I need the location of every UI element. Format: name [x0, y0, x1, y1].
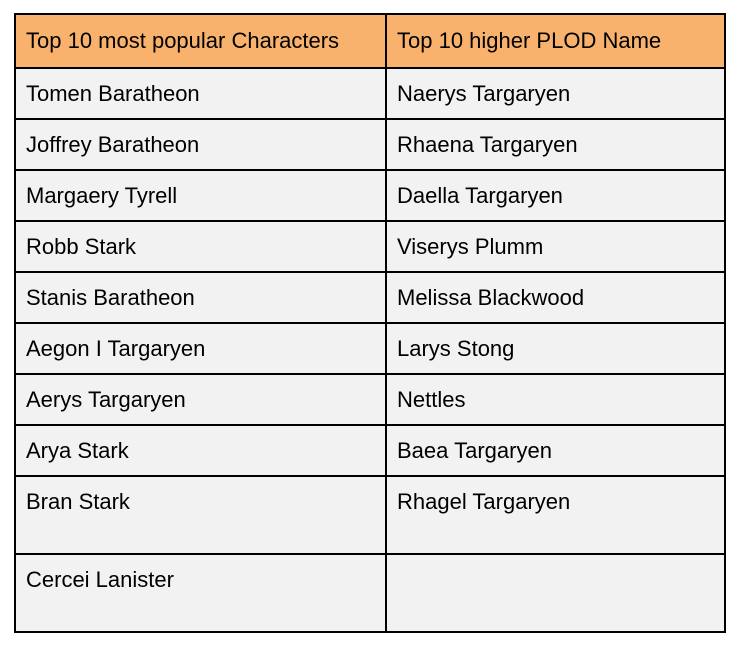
plod-name-cell: Larys Stong: [385, 322, 726, 375]
popular-character-cell: Robb Stark: [14, 220, 387, 273]
table-row: Margaery Tyrell Daella Targaryen: [14, 169, 726, 222]
plod-name-cell: Daella Targaryen: [385, 169, 726, 222]
table-row: Aerys Targaryen Nettles: [14, 373, 726, 426]
popular-character-cell: Stanis Baratheon: [14, 271, 387, 324]
table-row: Cercei Lanister: [14, 553, 726, 633]
popular-character-cell: Tomen Baratheon: [14, 67, 387, 120]
characters-table-container: Top 10 most popular Characters Top 10 hi…: [14, 13, 726, 633]
plod-name-cell: Rhaena Targaryen: [385, 118, 726, 171]
header-popular-characters: Top 10 most popular Characters: [14, 13, 387, 69]
table-row: Aegon I Targaryen Larys Stong: [14, 322, 726, 375]
table-row: Robb Stark Viserys Plumm: [14, 220, 726, 273]
plod-name-cell: [385, 553, 726, 633]
popular-character-cell: Aegon I Targaryen: [14, 322, 387, 375]
plod-name-cell: Baea Targaryen: [385, 424, 726, 477]
popular-character-cell: Arya Stark: [14, 424, 387, 477]
table-header-row: Top 10 most popular Characters Top 10 hi…: [14, 13, 726, 69]
table-row: Stanis Baratheon Melissa Blackwood: [14, 271, 726, 324]
characters-table: Top 10 most popular Characters Top 10 hi…: [14, 13, 726, 633]
plod-name-cell: Melissa Blackwood: [385, 271, 726, 324]
table-row: Bran Stark Rhagel Targaryen: [14, 475, 726, 555]
table-row: Tomen Baratheon Naerys Targaryen: [14, 67, 726, 120]
popular-character-cell: Bran Stark: [14, 475, 387, 555]
table-row: Joffrey Baratheon Rhaena Targaryen: [14, 118, 726, 171]
popular-character-cell: Margaery Tyrell: [14, 169, 387, 222]
table-row: Arya Stark Baea Targaryen: [14, 424, 726, 477]
header-higher-plod-name: Top 10 higher PLOD Name: [385, 13, 726, 69]
popular-character-cell: Cercei Lanister: [14, 553, 387, 633]
plod-name-cell: Nettles: [385, 373, 726, 426]
plod-name-cell: Viserys Plumm: [385, 220, 726, 273]
popular-character-cell: Joffrey Baratheon: [14, 118, 387, 171]
plod-name-cell: Rhagel Targaryen: [385, 475, 726, 555]
popular-character-cell: Aerys Targaryen: [14, 373, 387, 426]
plod-name-cell: Naerys Targaryen: [385, 67, 726, 120]
